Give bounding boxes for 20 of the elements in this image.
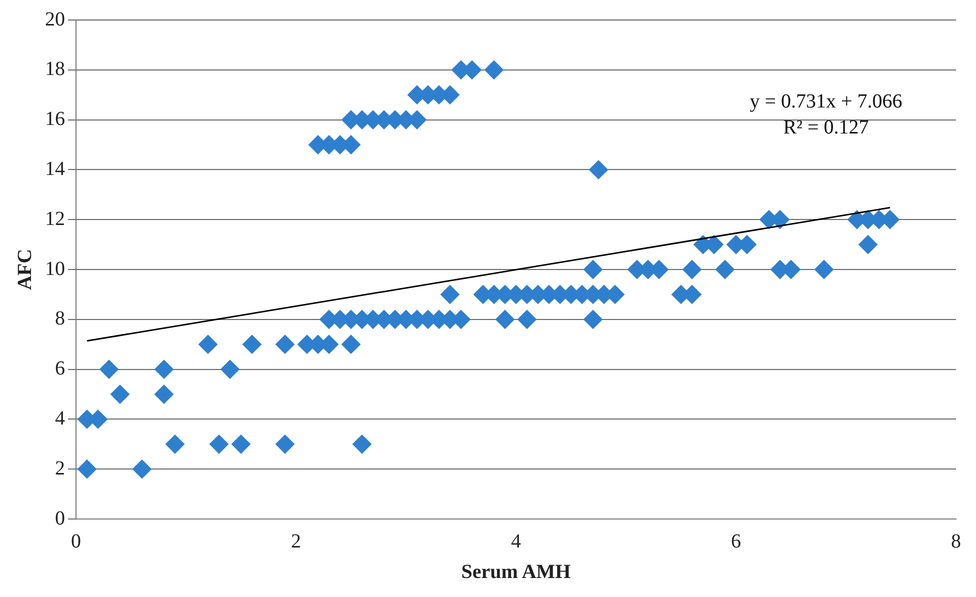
x-axis-title: Serum AMH (461, 561, 572, 584)
x-tick-label: 6 (731, 530, 741, 552)
y-tick-label: 6 (55, 358, 65, 380)
y-tick-label: 10 (45, 258, 65, 280)
x-tick-label: 8 (951, 530, 961, 552)
x-tick-label: 0 (71, 530, 81, 552)
y-axis-title: AFC (14, 248, 36, 290)
x-tick-label: 2 (291, 530, 301, 552)
y-tick-label: 0 (55, 507, 65, 530)
x-tick-label: 4 (511, 530, 521, 552)
y-tick-label: 16 (45, 108, 65, 130)
y-tick-label: 4 (55, 407, 65, 430)
annotation: R² = 0.127 (783, 116, 869, 138)
annotation: y = 0.731x + 7.066 (750, 90, 902, 112)
y-tick-label: 18 (45, 58, 65, 80)
y-tick-label: 8 (55, 308, 65, 330)
y-tick-label: 12 (45, 208, 65, 230)
y-tick-label: 14 (45, 158, 65, 180)
y-tick-label: 20 (45, 8, 65, 30)
y-tick-label: 2 (55, 457, 65, 480)
